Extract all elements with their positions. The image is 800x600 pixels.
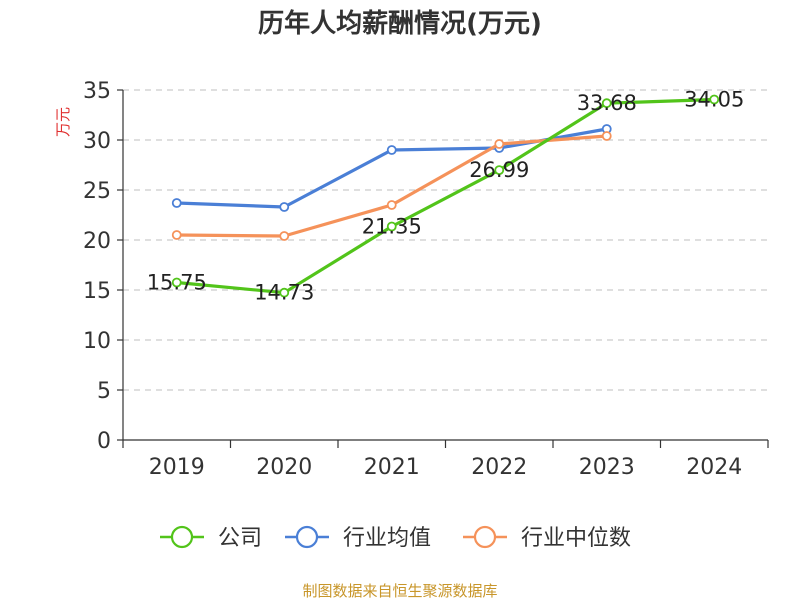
x-tick-label: 2019 bbox=[149, 455, 205, 480]
data-label: 21.35 bbox=[362, 215, 422, 239]
y-tick-label: 30 bbox=[83, 129, 111, 154]
data-point bbox=[279, 287, 290, 298]
y-tick-label: 0 bbox=[97, 429, 111, 454]
chart-title: 历年人均薪酬情况(万元) bbox=[258, 8, 542, 39]
legend-item[interactable]: 行业均值 bbox=[285, 525, 431, 551]
legend-item[interactable]: 行业中位数 bbox=[463, 525, 631, 551]
x-tick-label: 2022 bbox=[471, 455, 527, 480]
source-note: 制图数据来自恒生聚源数据库 bbox=[302, 582, 497, 600]
x-tick-label: 2023 bbox=[579, 455, 635, 480]
y-tick-label: 20 bbox=[83, 229, 111, 254]
y-tick-label: 15 bbox=[83, 279, 111, 304]
data-point bbox=[171, 198, 182, 208]
legend-marker bbox=[170, 525, 194, 549]
series-layer bbox=[171, 94, 720, 298]
data-point bbox=[601, 131, 612, 141]
data-point bbox=[494, 165, 505, 176]
legend-item[interactable]: 公司 bbox=[160, 525, 262, 551]
legend-marker bbox=[295, 525, 319, 549]
data-point bbox=[709, 94, 720, 105]
data-label: 15.75 bbox=[147, 271, 207, 295]
y-tick-label: 35 bbox=[83, 79, 111, 104]
y-tick-label: 10 bbox=[83, 329, 111, 354]
axes: 0 5 10 15 20 25 30 35 2019 2020 2021 2022 2023 2024 bbox=[83, 79, 769, 480]
data-labels: 15.75 14.73 21.35 26.99 33.68 34.05 bbox=[147, 88, 745, 305]
data-label: 26.99 bbox=[469, 158, 529, 182]
data-label: 34.05 bbox=[684, 88, 744, 112]
legend-marker bbox=[473, 525, 497, 549]
data-point bbox=[494, 139, 505, 149]
x-tick-label: 2021 bbox=[364, 455, 420, 480]
grid-lines bbox=[123, 89, 768, 391]
legend-label: 行业均值 bbox=[343, 526, 431, 551]
legend-label: 行业中位数 bbox=[521, 526, 631, 551]
legend[interactable]: 公司 行业均值 行业中位数 bbox=[160, 525, 631, 551]
data-point bbox=[386, 221, 397, 232]
data-label: 14.73 bbox=[254, 281, 314, 305]
x-tick-label: 2020 bbox=[256, 455, 312, 480]
data-point bbox=[601, 98, 612, 109]
data-point bbox=[386, 145, 397, 155]
data-point bbox=[279, 202, 290, 212]
data-point bbox=[171, 277, 182, 288]
x-tick-label: 2024 bbox=[686, 455, 742, 480]
y-axis-label: 万元 bbox=[54, 107, 72, 137]
series-line bbox=[175, 97, 716, 295]
legend-label: 公司 bbox=[218, 526, 262, 551]
data-point bbox=[279, 231, 290, 241]
data-label: 33.68 bbox=[577, 91, 637, 115]
y-tick-label: 25 bbox=[83, 179, 111, 204]
data-point bbox=[171, 230, 182, 240]
data-point bbox=[386, 200, 397, 210]
y-tick-label: 5 bbox=[97, 379, 111, 404]
